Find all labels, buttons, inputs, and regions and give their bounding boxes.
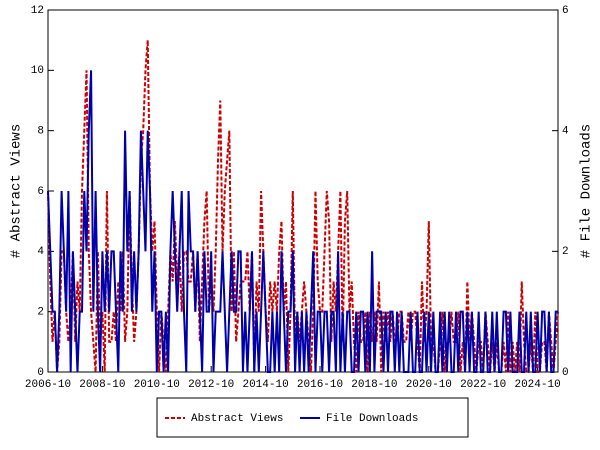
legend: Abstract Views File Downloads <box>156 397 469 438</box>
x-tick-label: 2024-10 <box>514 379 560 391</box>
x-tick-label: 2016-10 <box>297 379 343 391</box>
y-tick-label: 0 <box>37 367 44 379</box>
y-tick-label: 12 <box>31 5 44 17</box>
x-tick-label: 2018-10 <box>351 379 397 391</box>
y-tick-label: 4 <box>37 246 44 258</box>
series-line <box>47 70 558 373</box>
y-tick-label: 8 <box>37 126 44 138</box>
x-tick-label: 2012-10 <box>188 379 234 391</box>
x-tick-label: 2010-10 <box>134 379 180 391</box>
y2-tick-label: 2 <box>562 246 569 258</box>
y2-tick-label: 4 <box>562 126 569 138</box>
x-tick-label: 2014-10 <box>242 379 288 391</box>
legend-label: File Downloads <box>326 413 418 425</box>
x-tick-label: 2008-10 <box>79 379 125 391</box>
y-tick-label: 10 <box>31 65 44 77</box>
y-tick-label: 2 <box>37 307 44 319</box>
y2-tick-label: 6 <box>562 5 569 17</box>
x-tick-label: 2006-10 <box>25 379 71 391</box>
legend-label: Abstract Views <box>191 413 283 425</box>
y-axis-label: # Abstract Views <box>9 124 25 258</box>
y2-tick-label: 0 <box>562 367 569 379</box>
y2-axis-label: # File Downloads <box>579 124 595 258</box>
x-tick-label: 2022-10 <box>460 379 506 391</box>
x-tick-label: 2020-10 <box>406 379 452 391</box>
y-tick-label: 6 <box>37 186 44 198</box>
